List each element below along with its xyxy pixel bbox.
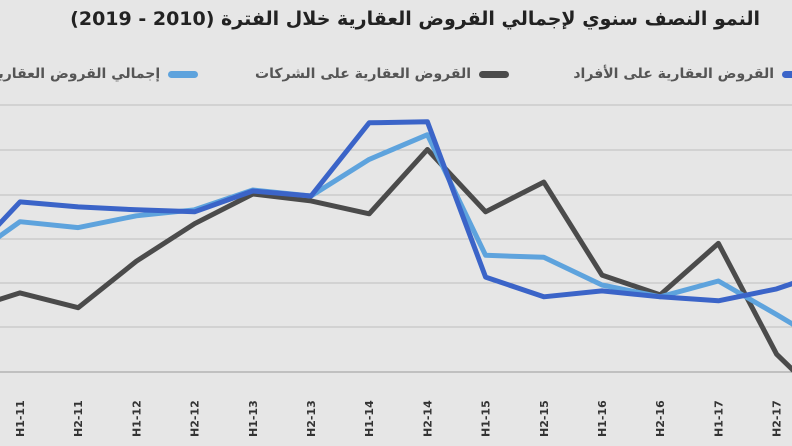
legend-label-individuals: القروض العقارية على الأفراد	[573, 66, 774, 82]
series-line-companies	[0, 147, 792, 373]
x-tick-label: H1-15	[480, 400, 493, 437]
legend-item-individuals: القروض العقارية على الأفراد	[573, 62, 792, 86]
legend-swatch-companies	[479, 70, 510, 78]
x-tick-label: H2-15	[538, 400, 551, 437]
legend-label-total: إجمالي القروض العقارية	[0, 66, 161, 82]
x-tick-label: H1-14	[363, 400, 376, 437]
legend-label-companies: القروض العقارية على الشركات	[255, 66, 472, 82]
x-tick-label: H1-17	[712, 400, 725, 437]
gridlines	[0, 104, 792, 328]
legend-item-companies: القروض العقارية على الشركات	[255, 62, 510, 86]
x-tick-label: H1-11	[14, 400, 27, 437]
series-line-total	[0, 132, 792, 327]
x-tick-label: H1-13	[247, 400, 260, 437]
x-tick-label: H1-16	[596, 400, 609, 437]
series-lines	[0, 119, 792, 373]
chart-title: النمو النصف سنوي لإجمالي القروض العقارية…	[70, 8, 760, 30]
x-tick-labels: H1-11 H2-11 H1-12 H2-12 H1-13 H2-13 H1-14 H2-14…	[14, 400, 784, 437]
x-tick-label: H1-12	[130, 400, 143, 437]
x-tick-label: H2-12	[189, 400, 202, 437]
x-tick-label: H2-16	[654, 400, 667, 437]
x-tick-label: H2-14	[421, 400, 434, 437]
series-line-individuals	[0, 119, 792, 304]
x-tick-label: H2-17	[771, 400, 784, 437]
legend-swatch-individuals	[782, 70, 792, 78]
x-tick-label: H2-13	[305, 400, 318, 437]
legend-item-total: إجمالي القروض العقارية	[0, 62, 199, 86]
x-tick-label: H2-11	[72, 400, 85, 437]
legend-swatch-total	[168, 70, 199, 78]
